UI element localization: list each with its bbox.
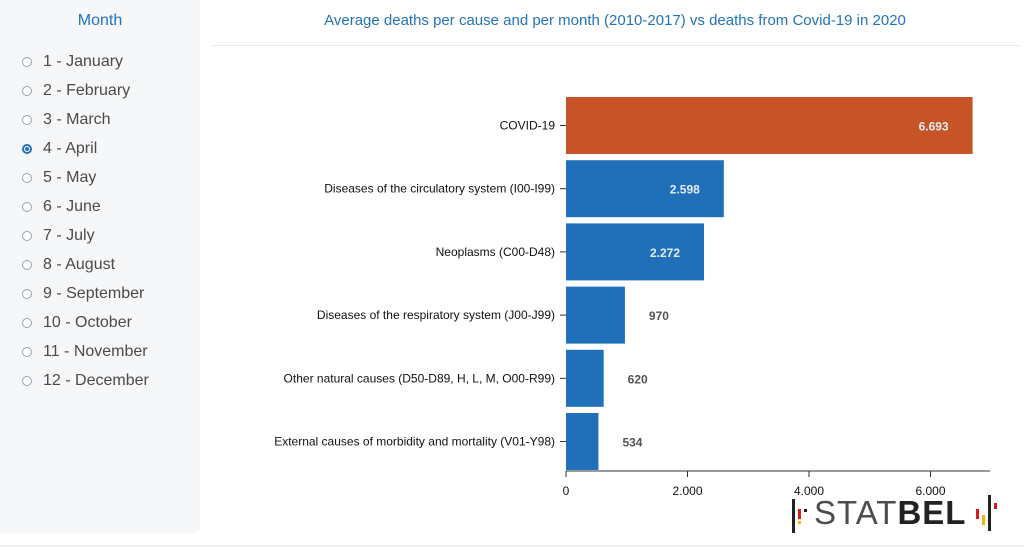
radio-icon[interactable] [22,201,32,212]
bar [566,160,724,218]
month-option[interactable]: 9 - September [0,279,149,308]
month-option-label: 2 - February [43,81,131,99]
radio-icon[interactable] [22,114,32,125]
chart-title: Average deaths per cause and per month (… [324,12,906,29]
radio-icon[interactable] [22,230,32,241]
month-option-label: 1 - January [43,52,124,70]
month-option-label: 6 - June [43,197,101,215]
month-option[interactable]: 4 - April [0,134,149,163]
logo-bars-graphic [792,495,997,533]
logo-text-light: STAT [814,494,898,531]
data-label: 2.272 [650,246,680,260]
data-label: 534 [622,436,642,450]
category-label: COVID-19 [500,119,556,133]
bar [566,223,705,281]
month-option[interactable]: 7 - July [0,221,149,250]
data-label: 6.693 [919,120,949,134]
category-label: Other natural causes (D50-D89, H, L, M, … [284,371,555,385]
month-option-label: 10 - October [43,313,132,331]
month-filter-title: Month [77,12,123,29]
category-label: External causes of morbidity and mortali… [274,435,555,449]
radio-selected-icon[interactable] [22,143,32,154]
month-option[interactable]: 2 - February [0,76,149,105]
month-sidebar: Month 1 - January 2 - February 3 - March 4 … [0,0,200,533]
month-option-label: 9 - September [43,284,145,302]
radio-icon[interactable] [22,172,32,183]
radio-icon[interactable] [22,317,32,328]
month-option[interactable]: 5 - May [0,163,149,192]
month-option-label: 11 - November [43,342,148,360]
x-tick-label: 0 [563,484,570,498]
radio-icon[interactable] [22,259,32,270]
radio-icon[interactable] [22,288,32,299]
month-option-label: 12 - December [43,371,149,389]
month-option-label: 8 - August [43,255,116,273]
radio-icon[interactable] [22,375,32,386]
radio-icon[interactable] [22,85,32,96]
radio-icon[interactable] [22,56,32,67]
category-label: Diseases of the circulatory system (I00-… [324,182,555,196]
bar [566,349,604,407]
logo-text-bold: BEL [897,494,967,531]
month-radio-list: 1 - January 2 - February 3 - March 4 - Apri… [0,47,149,395]
month-option[interactable]: 12 - December [0,366,149,395]
category-label: Diseases of the respiratory system (J00-… [317,308,555,322]
bottom-divider [0,545,1024,547]
month-option[interactable]: 3 - March [0,105,149,134]
statbel-logo: STATBEL [790,493,1005,533]
month-option-label: 5 - May [43,168,97,186]
logo-wordmark: STATBEL [814,495,966,531]
month-option[interactable]: 8 - August [0,250,149,279]
bar [566,97,973,154]
x-tick-label: 4.000 [794,484,824,498]
bar [566,286,625,344]
month-option[interactable]: 1 - January [0,47,149,76]
bar [566,413,599,470]
month-option[interactable]: 6 - June [0,192,149,221]
data-label: 970 [649,309,669,323]
title-divider [213,45,1019,46]
month-option[interactable]: 11 - November [0,337,149,366]
month-option-label: 3 - March [43,110,111,128]
radio-icon[interactable] [22,346,32,357]
data-label: 620 [628,372,648,386]
category-label: Neoplasms (C00-D48) [436,245,555,259]
x-tick-label: 6.000 [915,484,945,498]
month-option-label: 7 - July [43,226,95,244]
data-label: 2.598 [670,183,700,197]
x-tick-label: 2.000 [672,484,702,498]
month-option[interactable]: 10 - October [0,308,149,337]
month-option-label: 4 - April [43,139,98,157]
